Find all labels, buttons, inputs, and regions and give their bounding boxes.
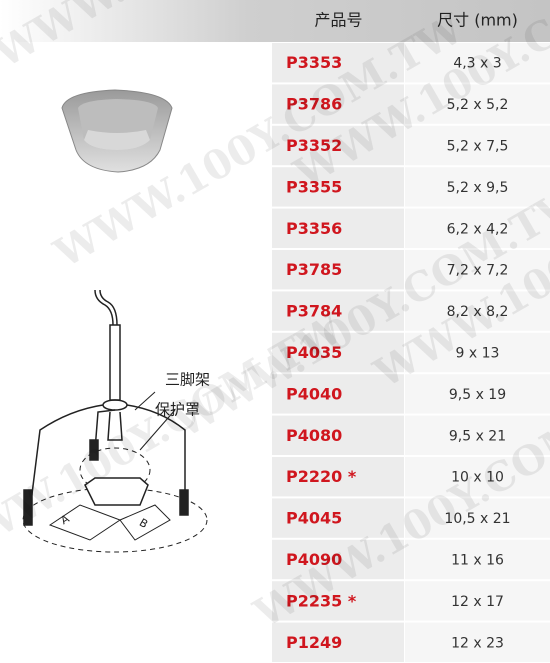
size-value: 11 x 16 <box>451 553 504 569</box>
code-cell <box>272 457 404 497</box>
product-code: P3355 <box>286 177 342 196</box>
marker-label: A <box>59 512 72 527</box>
tripod-diagram <box>22 289 208 553</box>
size-value: 4,3 x 3 <box>453 56 501 72</box>
size-cell <box>405 457 550 497</box>
marker-label: B <box>137 516 150 531</box>
size-cell <box>405 291 550 331</box>
code-cell <box>272 125 404 166</box>
size-value: 9,5 x 21 <box>449 428 506 444</box>
size-value: 10,5 x 21 <box>444 511 510 527</box>
size-value: 8,2 x 8,2 <box>447 304 509 320</box>
header-cell: 产品号 <box>314 11 362 30</box>
size-value: 5,2 x 7,5 <box>447 139 509 155</box>
code-cell <box>272 581 404 621</box>
size-cell <box>405 415 550 455</box>
size-cell <box>405 374 550 414</box>
diagram-label: 保护罩 <box>155 401 200 419</box>
size-cell <box>405 498 550 538</box>
code-cell <box>272 498 404 538</box>
size-value: 7,2 x 7,2 <box>447 263 509 279</box>
code-cell <box>272 291 404 331</box>
size-value: 12 x 23 <box>451 635 504 651</box>
header-cell: 尺寸 (mm) <box>437 11 518 30</box>
size-cell <box>405 332 550 373</box>
product-code: P3784 <box>286 302 342 321</box>
code-cell <box>272 167 404 207</box>
size-value: 6,2 x 4,2 <box>447 221 509 237</box>
code-cell <box>272 43 404 83</box>
code-cell <box>272 84 404 124</box>
size-value: 5,2 x 5,2 <box>447 97 509 113</box>
code-cell <box>272 415 404 455</box>
size-value: 9 x 13 <box>456 346 500 362</box>
product-code: P3785 <box>286 260 342 279</box>
product-code: P4090 <box>286 550 342 569</box>
size-value: 10 x 10 <box>451 470 504 486</box>
size-cell <box>405 539 550 580</box>
bowl-image <box>61 89 173 173</box>
product-code: P4045 <box>286 509 342 528</box>
table: 产品号 尺寸 (mm) P3353 4,3 x 3 P3786 5,2 x 5,2 P335… <box>272 11 550 662</box>
product-code: P1249 <box>286 633 342 652</box>
product-code: P3353 <box>286 53 342 72</box>
size-cell <box>405 622 550 662</box>
size-value: 12 x 17 <box>451 594 504 610</box>
size-cell <box>405 43 550 83</box>
code-cell <box>272 539 404 580</box>
product-code: P4080 <box>286 426 342 445</box>
header-band <box>0 0 550 42</box>
code-cell <box>272 374 404 414</box>
size-cell <box>405 581 550 621</box>
code-cell <box>272 332 404 373</box>
size-cell <box>405 125 550 166</box>
code-cell <box>272 622 404 662</box>
size-cell <box>405 84 550 124</box>
product-code: P3352 <box>286 136 342 155</box>
size-cell <box>405 208 550 248</box>
size-cell <box>405 250 550 290</box>
code-cell <box>272 250 404 290</box>
product-code: P3356 <box>286 219 342 238</box>
product-code: P4040 <box>286 384 342 403</box>
size-value: 9,5 x 19 <box>449 387 506 403</box>
code-cell <box>272 208 404 248</box>
product-code: P4035 <box>286 343 342 362</box>
product-code: P2220 * <box>286 467 357 486</box>
size-cell <box>405 167 550 207</box>
diagram-label: 三脚架 <box>165 371 210 389</box>
product-code: P3786 <box>286 95 342 114</box>
size-value: 5,2 x 9,5 <box>447 180 509 196</box>
product-code: P2235 * <box>286 591 357 610</box>
